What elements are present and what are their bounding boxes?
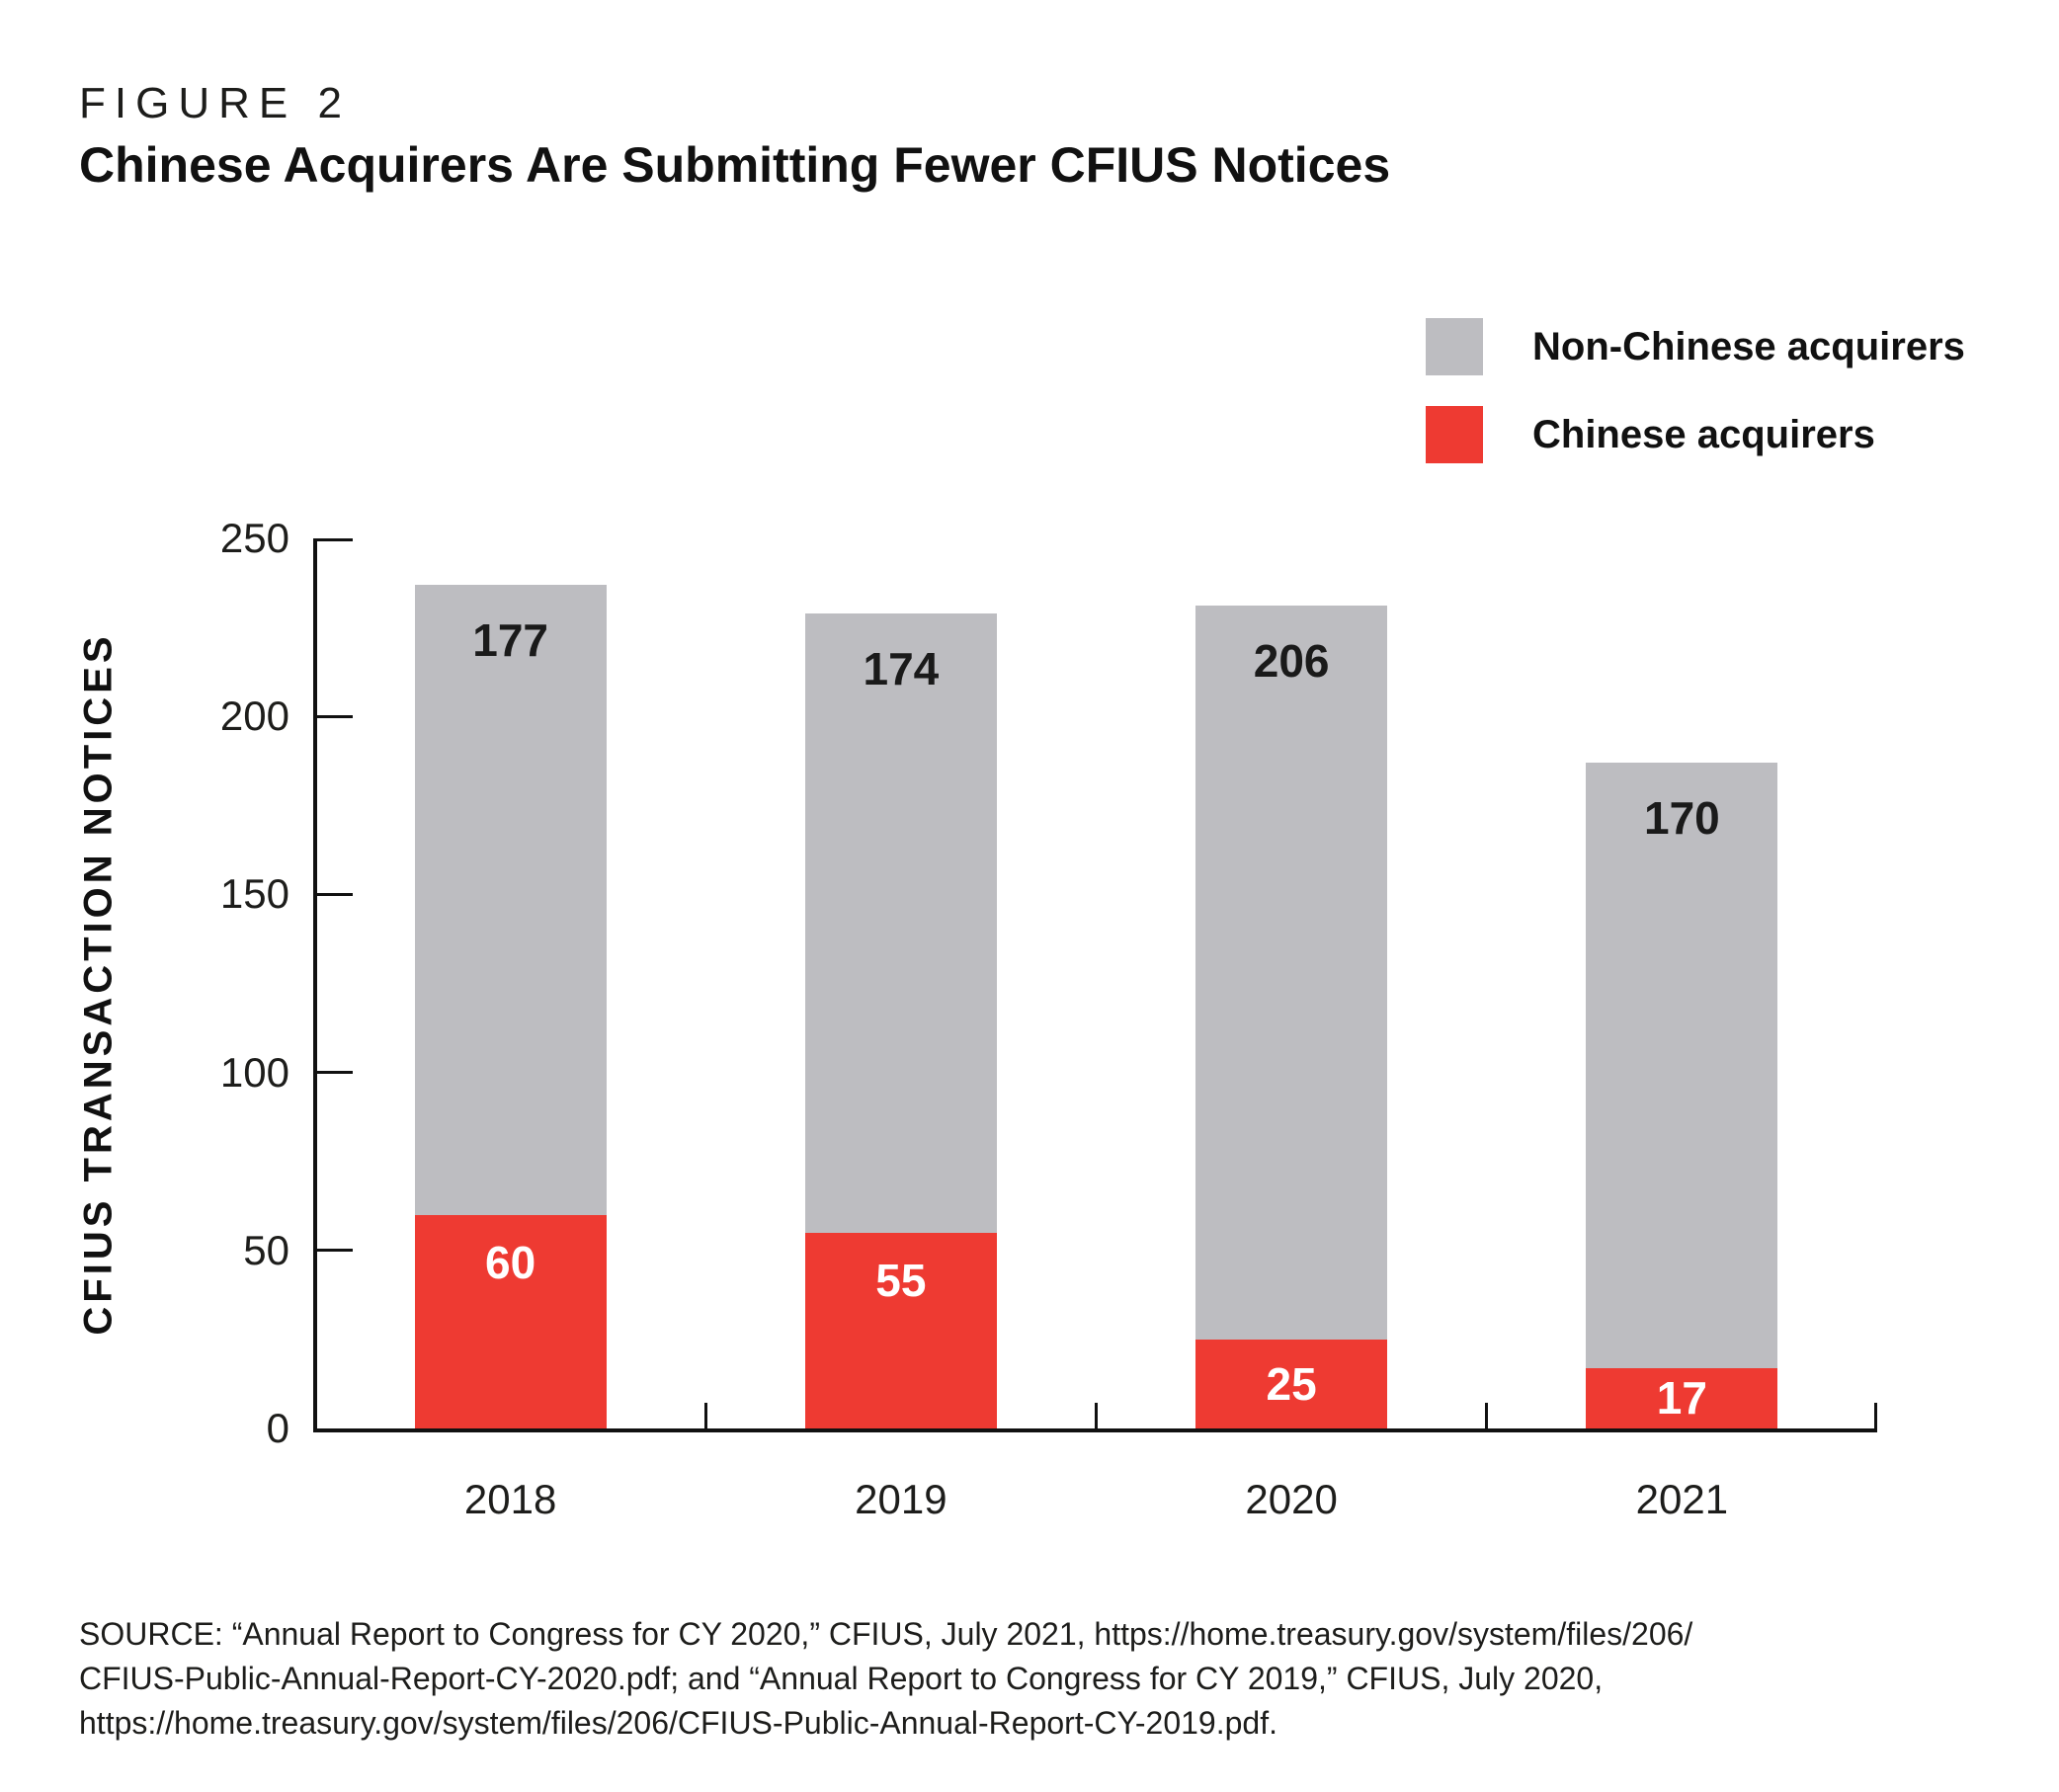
x-axis-label: 2020 [1245,1476,1338,1522]
legend-swatch-non-chinese-icon [1426,318,1483,375]
bar-value-label-chinese: 25 [1266,1357,1317,1410]
x-axis-label: 2019 [855,1476,947,1522]
y-tick-label: 100 [219,1048,289,1096]
y-tick-label: 0 [266,1405,289,1451]
y-tick [315,714,353,718]
bar-segment-non-chinese [414,584,607,1215]
bar-segment-chinese [804,1232,997,1428]
x-tick [1095,1403,1098,1428]
legend-label: Non-Chinese acquirers [1532,324,1965,368]
bar-segment-chinese [1195,1339,1388,1428]
bar-segment-non-chinese [1586,763,1778,1368]
y-tick-label: 50 [243,1226,289,1273]
bar-segment-non-chinese [1195,606,1388,1340]
bar-segment-non-chinese [804,612,997,1233]
x-tick [703,1403,707,1428]
bar-segment-chinese [414,1214,607,1428]
bar-value-label-non-chinese: 170 [1644,792,1720,845]
y-tick [315,1249,353,1253]
bar-value-label-non-chinese: 206 [1253,635,1330,688]
y-tick-label: 200 [219,692,289,740]
x-tick [1874,1403,1877,1428]
y-axis-line [313,538,317,1432]
y-tick-label: 250 [219,515,289,561]
x-axis-line [313,1428,1877,1432]
legend-item-chinese: Chinese acquirers [1426,406,1965,463]
y-tick [315,1071,353,1075]
figure-title: Chinese Acquirers Are Submitting Fewer C… [79,137,1391,193]
legend-item-non-chinese: Non-Chinese acquirers [1426,318,1965,375]
bar-value-label-chinese: 55 [875,1254,927,1306]
bar-value-label-chinese: 60 [485,1236,536,1288]
figure-label: FIGURE 2 [79,79,351,127]
x-axis-label: 2018 [463,1476,557,1522]
bar-value-label-chinese: 17 [1656,1372,1707,1425]
x-tick [1485,1403,1489,1428]
x-axis-label: 2021 [1635,1476,1729,1522]
y-tick [315,892,353,896]
legend-label: Chinese acquirers [1532,412,1875,456]
legend-swatch-chinese-icon [1426,406,1483,463]
source-line: https://home.treasury.gov/system/files/2… [79,1705,1277,1741]
bar-segment-chinese [1586,1367,1778,1428]
chart-legend: Non-Chinese acquirers Chinese acquirers [1426,318,1965,463]
source-note: SOURCE: “Annual Report to Congress for C… [79,1612,1692,1746]
bar-value-label-non-chinese: 174 [863,642,940,694]
y-tick [315,538,353,541]
y-tick-label: 150 [219,870,289,918]
source-line: CFIUS-Public-Annual-Report-CY-2020.pdf; … [79,1661,1604,1696]
source-line: SOURCE: “Annual Report to Congress for C… [79,1616,1693,1652]
bar-value-label-non-chinese: 177 [472,613,548,666]
